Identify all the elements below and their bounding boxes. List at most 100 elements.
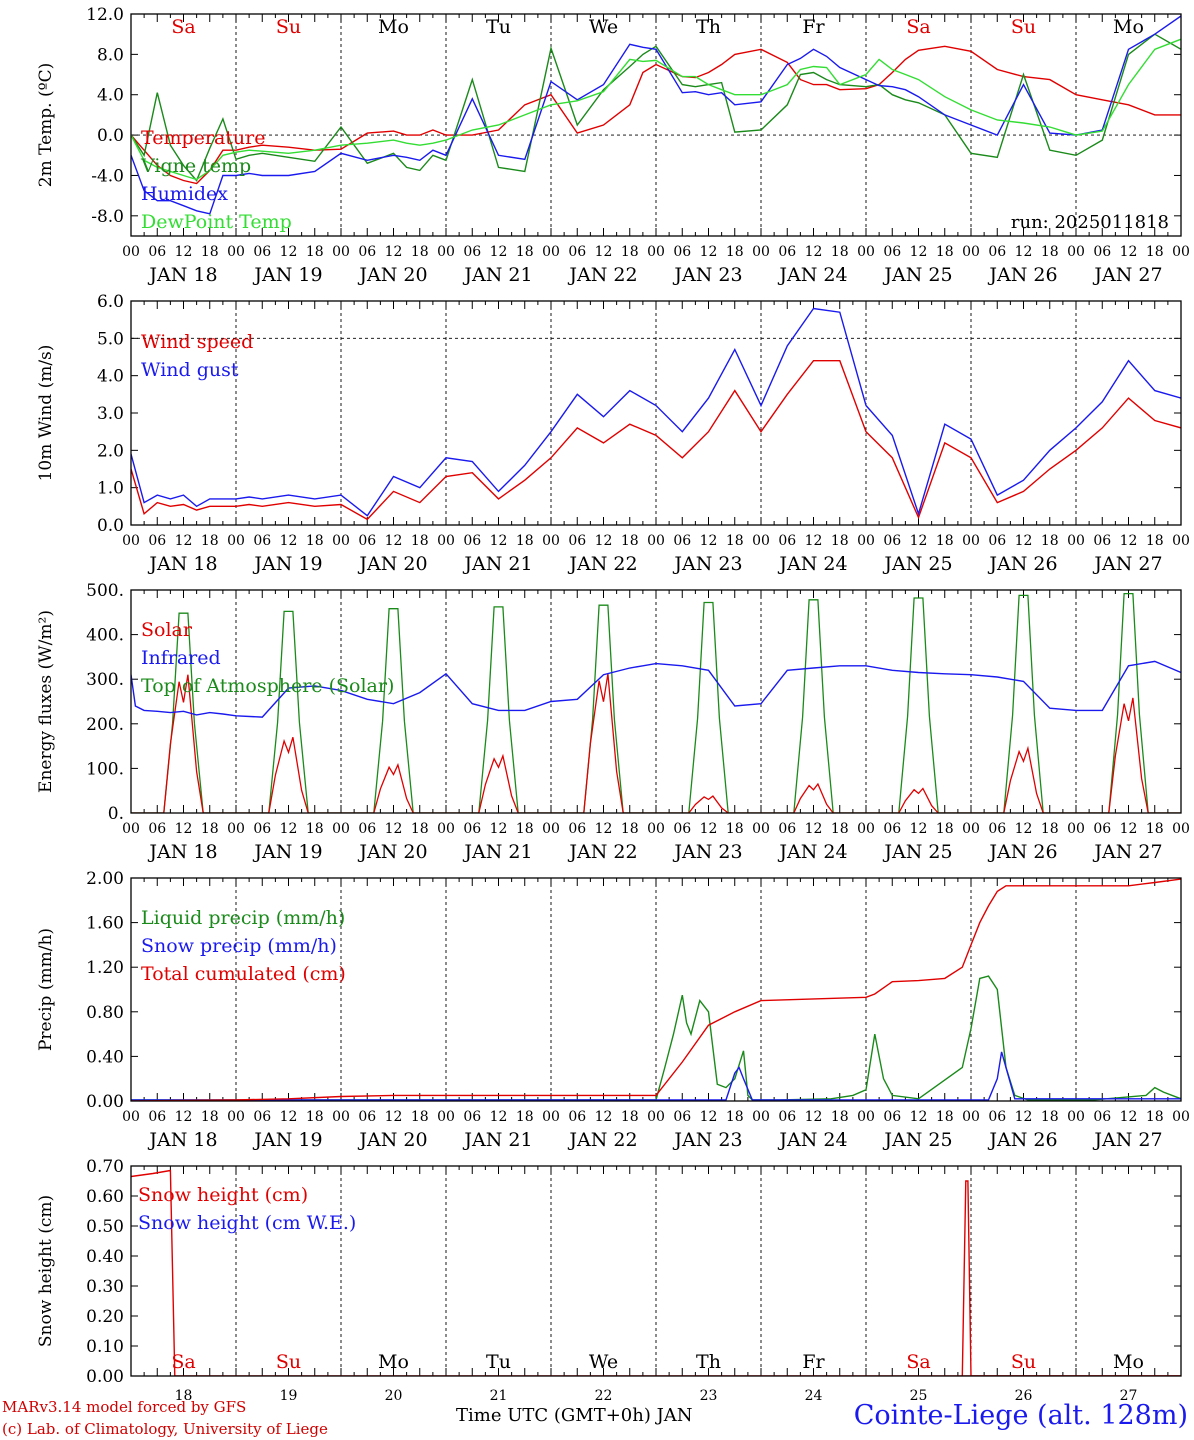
x-hour-label: 00 — [542, 1109, 560, 1125]
x-hour-label: 00 — [1067, 821, 1085, 837]
series-wind-gust — [131, 307, 1181, 517]
x-date-label: JAN 22 — [567, 553, 637, 575]
x-date-label: JAN 23 — [672, 264, 742, 286]
x-hour-label: 06 — [1093, 533, 1111, 549]
series-infrared — [131, 660, 1181, 718]
x-hour-label: 06 — [148, 821, 166, 837]
plot-area — [131, 1169, 1181, 1376]
y-tick-label: -4.0 — [91, 166, 124, 186]
legend-entry: Snow height (cm) — [138, 1184, 308, 1206]
x-hour-label: 12 — [280, 1109, 298, 1125]
x-hour-label: 18 — [1041, 1109, 1059, 1125]
legend-entry: Snow precip (mm/h) — [141, 935, 337, 957]
x-day-number: 22 — [595, 1388, 613, 1404]
y-axis-label: Precip (mm/h) — [36, 928, 56, 1051]
x-hour-label: 12 — [490, 244, 508, 260]
x-date-label: JAN 23 — [672, 841, 742, 863]
x-hour-label: 18 — [516, 244, 534, 260]
x-hour-label: 18 — [516, 533, 534, 549]
day-name-label: Su — [1011, 1351, 1036, 1373]
x-date-label: JAN 18 — [147, 264, 217, 286]
x-hour-label: 18 — [1146, 1109, 1164, 1125]
x-hour-label: 18 — [726, 821, 744, 837]
x-hour-label: 06 — [253, 1109, 271, 1125]
series-humidex — [131, 15, 1181, 215]
x-hour-label: 12 — [385, 533, 403, 549]
y-tick-label: 0.40 — [86, 1247, 124, 1267]
x-hour-label: 00 — [227, 821, 245, 837]
x-date-label: JAN 25 — [882, 841, 952, 863]
day-name-label: We — [589, 1351, 618, 1373]
day-name-label: Th — [696, 16, 721, 38]
x-day-number: 20 — [385, 1388, 403, 1404]
series-liquid-precip-mm-h- — [131, 975, 1181, 1101]
x-hour-label: 12 — [805, 1109, 823, 1125]
x-date-label: JAN 27 — [1092, 553, 1162, 575]
panel-wind: 0.0 1.0 2.0 3.0 4.0 5.0 6.0 10m Wind (m/s) 00 06 1… — [36, 292, 1190, 575]
x-hour-label: 00 — [332, 533, 350, 549]
series-dewpoint-temp — [131, 38, 1181, 181]
x-date-label: JAN 25 — [882, 553, 952, 575]
x-hour-label: 12 — [805, 821, 823, 837]
x-hour-label: 00 — [752, 244, 770, 260]
y-axis-label: Snow height (cm) — [36, 1195, 56, 1347]
x-date-label: JAN 24 — [777, 1129, 847, 1151]
x-hour-label: 18 — [621, 1109, 639, 1125]
y-tick-label: 0.00 — [86, 1367, 124, 1387]
y-tick-label: 2.00 — [86, 869, 124, 889]
legend-entry: Total cumulated (cm) — [141, 963, 346, 985]
legend-entry: Infrared — [141, 647, 221, 669]
x-hour-label: 00 — [542, 244, 560, 260]
x-hour-label: 18 — [1146, 533, 1164, 549]
x-date-label: JAN 18 — [147, 841, 217, 863]
x-hour-label: 00 — [857, 1109, 875, 1125]
x-hour-label: 06 — [673, 821, 691, 837]
y-tick-label: 1.60 — [86, 914, 124, 934]
x-date-label: JAN 25 — [882, 1129, 952, 1151]
legend-entry: Temperature — [141, 127, 265, 149]
series-snow-precip-mm-h- — [131, 1051, 1181, 1101]
x-hour-label: 00 — [227, 244, 245, 260]
x-hour-label: 00 — [122, 821, 140, 837]
x-hour-label: 12 — [700, 244, 718, 260]
toa-solar-line — [131, 592, 1181, 813]
x-date-label: JAN 24 — [777, 264, 847, 286]
x-date-label: JAN 22 — [567, 841, 637, 863]
y-tick-label: 6.0 — [97, 292, 124, 312]
x-hour-label: 06 — [778, 821, 796, 837]
x-hour-label: 12 — [1120, 533, 1138, 549]
x-hour-label: 06 — [778, 533, 796, 549]
x-hour-label: 12 — [385, 821, 403, 837]
x-hour-label: 06 — [463, 533, 481, 549]
x-hour-label: 18 — [1146, 821, 1164, 837]
day-name-label: Su — [276, 16, 301, 38]
x-date-label: JAN 20 — [357, 264, 427, 286]
y-axis-label: 2m Temp. (ºC) — [36, 63, 56, 188]
panel-snow: 0.00 0.10 0.20 0.30 0.40 0.50 0.60 0.70 Snow hei… — [36, 1157, 1182, 1404]
y-tick-label: 0.00 — [86, 1092, 124, 1112]
x-day-number: 27 — [1120, 1388, 1138, 1404]
y-tick-label: 400. — [86, 626, 124, 646]
x-hour-label: 06 — [988, 821, 1006, 837]
x-hour-label: 00 — [962, 533, 980, 549]
x-hour-label: 06 — [568, 244, 586, 260]
x-hour-label: 06 — [673, 533, 691, 549]
x-hour-label: 18 — [201, 533, 219, 549]
x-hour-label: 18 — [831, 1109, 849, 1125]
x-hour-label: 18 — [726, 244, 744, 260]
x-date-label: JAN 26 — [987, 553, 1057, 575]
x-hour-label: 00 — [437, 1109, 455, 1125]
x-date-label: JAN 19 — [252, 553, 322, 575]
x-hour-label: 00 — [122, 244, 140, 260]
x-hour-label: 06 — [463, 244, 481, 260]
x-hour-label: 12 — [1015, 533, 1033, 549]
x-hour-label: 18 — [306, 1109, 324, 1125]
x-date-label: JAN 26 — [987, 264, 1057, 286]
x-hour-label: 12 — [175, 244, 193, 260]
x-date-label: JAN 18 — [147, 1129, 217, 1151]
y-tick-label: 0.0 — [97, 126, 124, 146]
station-label: Cointe-Liege (alt. 128m) — [853, 1400, 1188, 1431]
x-hour-label: 12 — [385, 1109, 403, 1125]
x-hour-label: 00 — [1172, 533, 1190, 549]
day-name-label: Mo — [1113, 1351, 1144, 1373]
